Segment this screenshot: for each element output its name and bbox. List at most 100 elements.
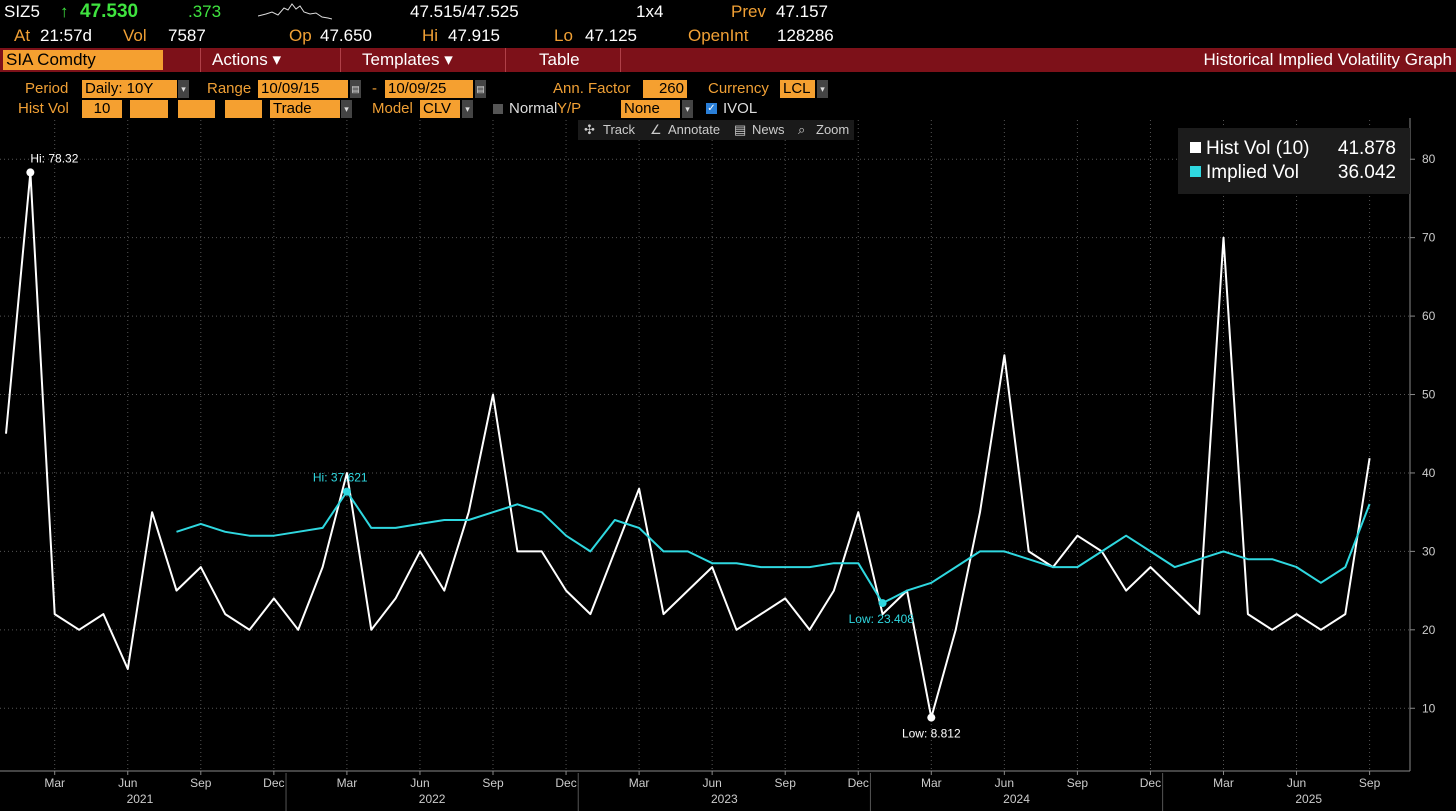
y-tick-label: 70 [1422,231,1436,245]
prev-label: Prev [731,2,766,21]
annotate-button[interactable]: Annotate [668,122,721,137]
security-field[interactable]: SIA Comdty [3,50,163,70]
x-tick-label: Mar [921,776,942,790]
x-tick-label: Sep [775,776,797,790]
annotate-icon: ∠ [650,122,662,137]
x-tick-label: Sep [1359,776,1381,790]
annotation: Hi: 78.32 [30,151,78,165]
year-label: 2021 [127,792,154,806]
range-start[interactable]: 10/09/15 [258,80,348,98]
y-tick-label: 30 [1422,544,1436,558]
x-tick-label: Sep [1067,776,1089,790]
hist-vol-label: Hist Vol [18,100,69,117]
separator [340,48,341,72]
empty-field[interactable] [225,100,262,118]
news-icon: ▤ [734,122,747,137]
model-field[interactable]: CLV [420,100,460,118]
empty-field[interactable] [130,100,168,118]
legend-value: 41.878 [1338,138,1396,159]
y-tick-label: 80 [1422,152,1436,166]
extreme-marker [878,599,887,608]
legend-label: Implied Vol [1206,162,1299,183]
zoom-button[interactable]: Zoom [816,122,850,137]
actions-menu[interactable]: Actions ▾ [212,50,282,69]
hi-value: 47.915 [448,26,500,45]
range-end[interactable]: 10/09/25 [385,80,473,98]
dropdown[interactable]: ▾ [178,80,189,98]
dropdown[interactable]: ▾ [682,100,693,118]
y-tick-label: 60 [1422,309,1436,323]
price-type-field[interactable]: Trade [270,100,340,118]
annotation: Low: 23.408 [849,612,915,626]
empty-field[interactable] [178,100,215,118]
size: 1x4 [636,2,664,21]
ivol-checkbox[interactable]: ✓ [706,103,717,114]
extreme-marker [927,713,936,722]
x-tick-label: Dec [263,776,284,790]
currency-field[interactable]: LCL [780,80,815,98]
period-field[interactable]: Daily: 10Y [82,80,177,98]
x-tick-label: Mar [44,776,65,790]
year-label: 2022 [419,792,446,806]
op-label: Op [289,26,312,45]
x-tick-label: Jun [410,776,429,790]
x-tick-label: Sep [190,776,212,790]
vol-label: Vol [123,26,147,45]
x-tick-label: Mar [629,776,650,790]
x-tick-label: Jun [1287,776,1306,790]
legend-label: Hist Vol (10) [1206,138,1309,159]
calendar[interactable]: ▤ [475,80,486,98]
zoom-icon: ⌕ [798,122,806,137]
separator [620,48,621,72]
hi-label: Hi [422,26,439,45]
x-tick-label: Jun [995,776,1014,790]
annotation: Hi: 37.621 [313,471,368,485]
yp-field[interactable]: None [621,100,680,118]
net-change: .373 [188,2,222,21]
ann-factor-field[interactable]: 260 [643,80,687,98]
y-tick-label: 50 [1422,388,1436,402]
separator [505,48,506,72]
x-tick-label: Sep [482,776,504,790]
menu-bar: SIA Comdty Actions ▾ Templates ▾ Table H… [0,48,1456,72]
currency-label: Currency [708,80,769,97]
lo-value: 47.125 [585,26,637,45]
op-value: 47.650 [320,26,372,45]
y-tick-label: 20 [1422,623,1436,637]
normal-checkbox[interactable] [493,104,503,114]
vol-value: 7587 [168,26,206,45]
news-button[interactable]: News [752,122,785,137]
ivol-label: IVOL [723,100,758,117]
templates-menu[interactable]: Templates ▾ [362,50,453,69]
model-label: Model [372,100,413,117]
time: 21:57d [40,26,92,45]
legend-box [1178,128,1410,194]
table-menu[interactable]: Table [539,50,580,69]
legend-value: 36.042 [1338,162,1396,183]
normal-label: Normal [509,100,558,117]
sparkline [258,3,332,20]
y-tick-label: 40 [1422,466,1436,480]
prev-value: 47.157 [776,2,828,21]
dropdown[interactable]: ▾ [462,100,473,118]
x-tick-label: Jun [118,776,137,790]
dropdown[interactable]: ▾ [817,80,828,98]
bid-ask: 47.515/47.525 [410,2,519,21]
period-label: Period [25,80,69,97]
year-label: 2023 [711,792,738,806]
track-button[interactable]: Track [603,122,636,137]
series-line [176,490,1371,605]
x-tick-label: Jun [702,776,721,790]
openint-label: OpenInt [688,26,749,45]
at-label: At [14,26,31,45]
hist-vol-field[interactable]: 10 [82,100,122,118]
extreme-marker [26,168,35,177]
legend-swatch [1190,142,1201,153]
openint-value: 128286 [777,26,834,45]
ticker: SIZ5 [4,2,40,21]
calendar[interactable]: ▤ [350,80,361,98]
separator [200,48,201,72]
last-price: 47.530 [80,1,139,22]
dropdown[interactable]: ▾ [341,100,352,118]
